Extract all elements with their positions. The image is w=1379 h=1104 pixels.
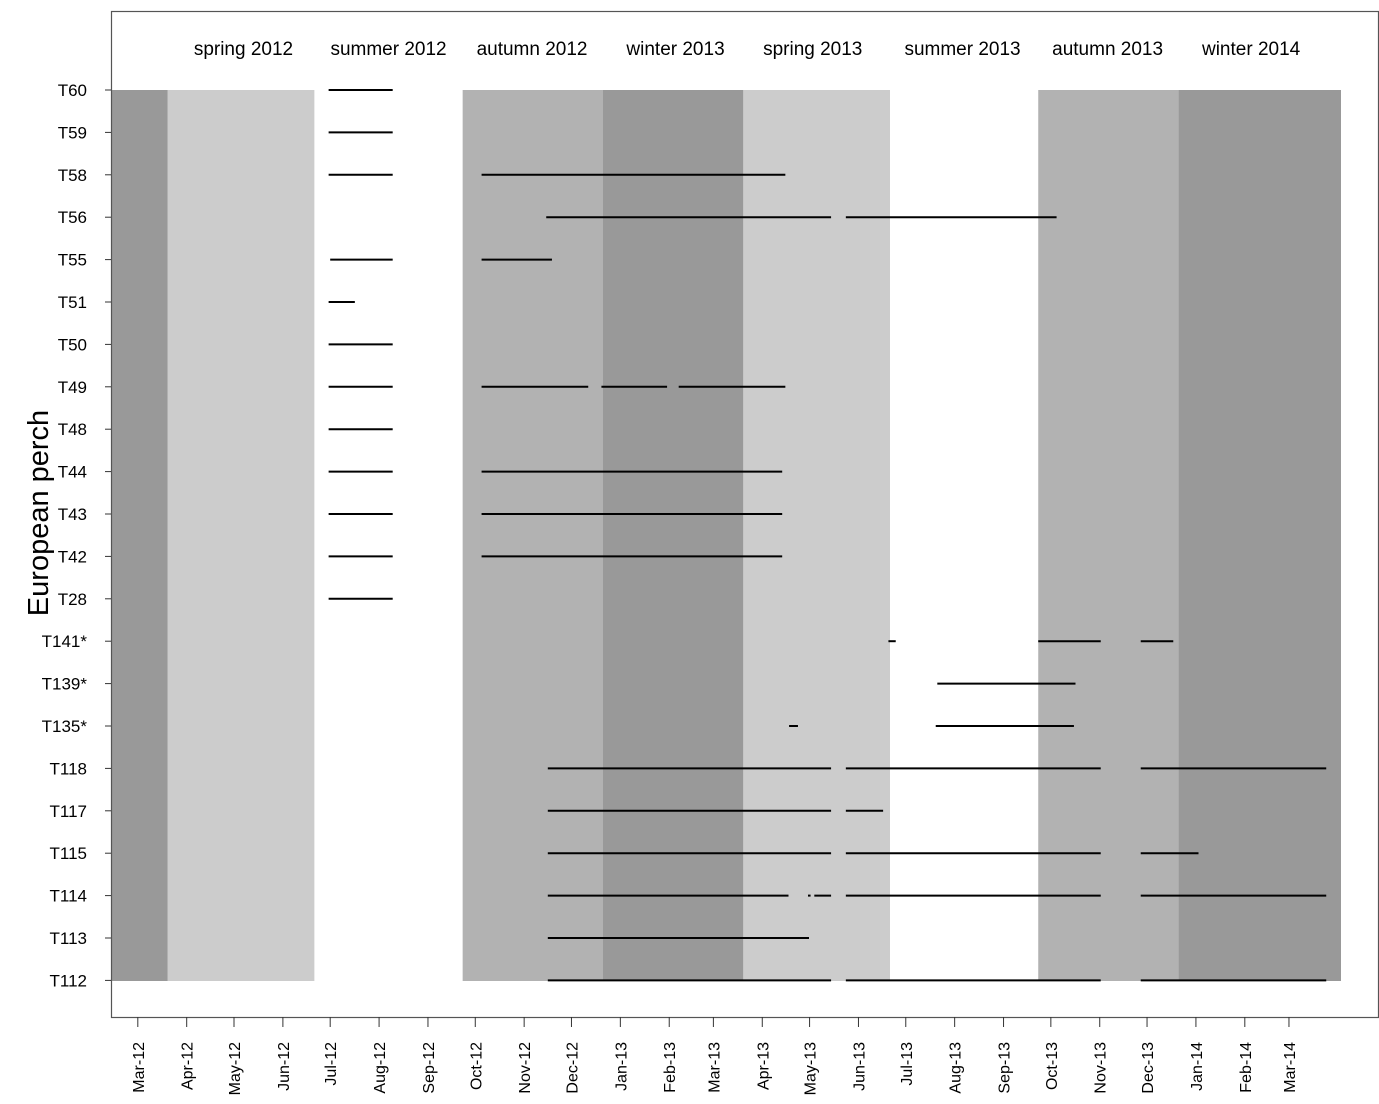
x-tick-label-10: Jan-13 — [613, 1042, 630, 1091]
row-label-19: T114 — [50, 887, 88, 906]
x-tick-label-6: Sep-12 — [421, 1042, 438, 1094]
y-axis-title: European perch — [23, 410, 55, 616]
season-band-0 — [111, 90, 168, 981]
x-tick-label-15: Jun-13 — [851, 1042, 868, 1091]
x-tick-label-7: Oct-12 — [468, 1042, 485, 1090]
row-label-12: T28 — [58, 590, 87, 609]
x-tick-label-19: Oct-13 — [1044, 1042, 1061, 1090]
season-labels: spring 2012 summer 2012 autumn 2012 winter … — [194, 39, 1301, 60]
x-tick-label-12: Mar-13 — [706, 1042, 723, 1093]
season-label-6: autumn 2013 — [1052, 39, 1163, 60]
season-label-0: spring 2012 — [194, 39, 293, 60]
x-tick-label-22: Jan-14 — [1189, 1042, 1206, 1091]
season-label-4: spring 2013 — [763, 39, 862, 60]
season-bands — [111, 90, 1341, 981]
x-tick-label-5: Aug-12 — [372, 1042, 389, 1094]
x-tick-label-20: Nov-13 — [1093, 1042, 1110, 1094]
x-tick-label-9: Dec-12 — [564, 1042, 581, 1094]
x-tick-label-21: Dec-13 — [1140, 1042, 1157, 1094]
row-label-21: T112 — [50, 971, 88, 990]
x-tick-label-18: Sep-13 — [997, 1042, 1014, 1094]
season-label-7: winter 2014 — [1201, 39, 1301, 60]
row-label-0: T60 — [58, 81, 87, 100]
season-band-8 — [1178, 90, 1341, 981]
row-label-2: T58 — [58, 166, 87, 185]
x-tick-label-8: Nov-12 — [517, 1042, 534, 1094]
row-label-6: T50 — [58, 335, 87, 354]
row-label-17: T117 — [50, 802, 88, 821]
season-band-5 — [743, 90, 890, 981]
x-tick-label-17: Aug-13 — [948, 1042, 965, 1094]
row-label-1: T59 — [58, 123, 87, 142]
season-band-4 — [603, 90, 744, 981]
x-tick-label-24: Mar-14 — [1282, 1042, 1299, 1093]
row-label-3: T56 — [58, 208, 87, 227]
x-tick-label-13: Apr-13 — [755, 1042, 772, 1090]
season-band-2 — [314, 90, 463, 981]
x-tick-label-16: Jul-13 — [899, 1042, 916, 1086]
x-tick-label-0: Mar-12 — [131, 1042, 148, 1093]
row-label-7: T49 — [58, 378, 87, 397]
row-label-8: T48 — [58, 420, 87, 439]
x-tick-label-1: Apr-12 — [180, 1042, 197, 1090]
row-label-16: T118 — [50, 759, 88, 778]
row-label-9: T44 — [58, 463, 87, 482]
x-tick-label-4: Jul-12 — [323, 1042, 340, 1086]
x-tick-label-23: Feb-14 — [1238, 1042, 1255, 1093]
x-tick-label-14: May-13 — [803, 1042, 820, 1095]
row-label-18: T115 — [50, 844, 88, 863]
row-label-10: T43 — [58, 505, 87, 524]
row-label-13: T141* — [42, 632, 88, 651]
season-band-6 — [890, 90, 1039, 981]
season-label-1: summer 2012 — [330, 39, 446, 60]
season-label-5: summer 2013 — [904, 39, 1020, 60]
season-label-2: autumn 2012 — [477, 39, 588, 60]
x-axis: Mar-12 Apr-12 May-12 Jun-12 Jul-12 Aug-12 Sep-… — [131, 1017, 1299, 1095]
x-tick-label-11: Feb-13 — [662, 1042, 679, 1093]
season-band-1 — [167, 90, 315, 981]
x-tick-label-3: Jun-12 — [276, 1042, 293, 1091]
season-band-7 — [1038, 90, 1179, 981]
season-label-3: winter 2013 — [625, 39, 724, 60]
x-tick-label-2: May-12 — [227, 1042, 244, 1095]
y-axis: T60 T59 T58 T56 T55 T51 T50 T49 T48 T44 T43 T42 T28 T… — [42, 81, 111, 990]
row-label-20: T113 — [50, 929, 88, 948]
detection-segments — [328, 89, 1327, 982]
row-label-11: T42 — [58, 547, 87, 566]
row-label-4: T55 — [58, 251, 87, 270]
row-label-14: T139* — [42, 675, 88, 694]
row-label-15: T135* — [42, 717, 88, 736]
row-label-5: T51 — [58, 293, 87, 312]
season-band-3 — [462, 90, 603, 981]
